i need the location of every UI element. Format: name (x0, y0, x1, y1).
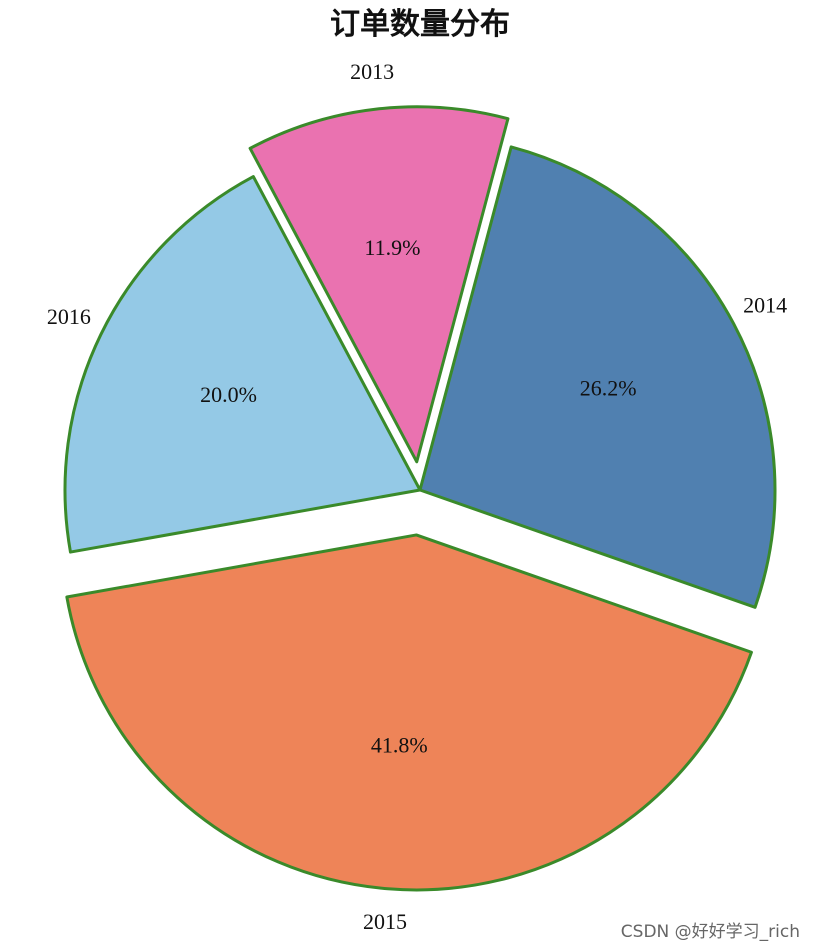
chart-title: 订单数量分布 (330, 8, 510, 41)
value-label: 20.0% (200, 382, 257, 407)
watermark: CSDN @好好学习_rich (621, 922, 800, 942)
slice-label: 2015 (363, 909, 407, 934)
value-label: 26.2% (580, 375, 637, 400)
slice-label: 2013 (350, 59, 394, 84)
slice-label: 2016 (47, 304, 91, 329)
pie-slice (418, 145, 777, 609)
value-label: 11.9% (364, 235, 420, 260)
pie-slice (65, 533, 753, 892)
value-label: 41.8% (371, 732, 428, 757)
pie-slice (248, 105, 510, 464)
slice-label: 2014 (743, 292, 787, 317)
pie-slice (63, 175, 422, 554)
